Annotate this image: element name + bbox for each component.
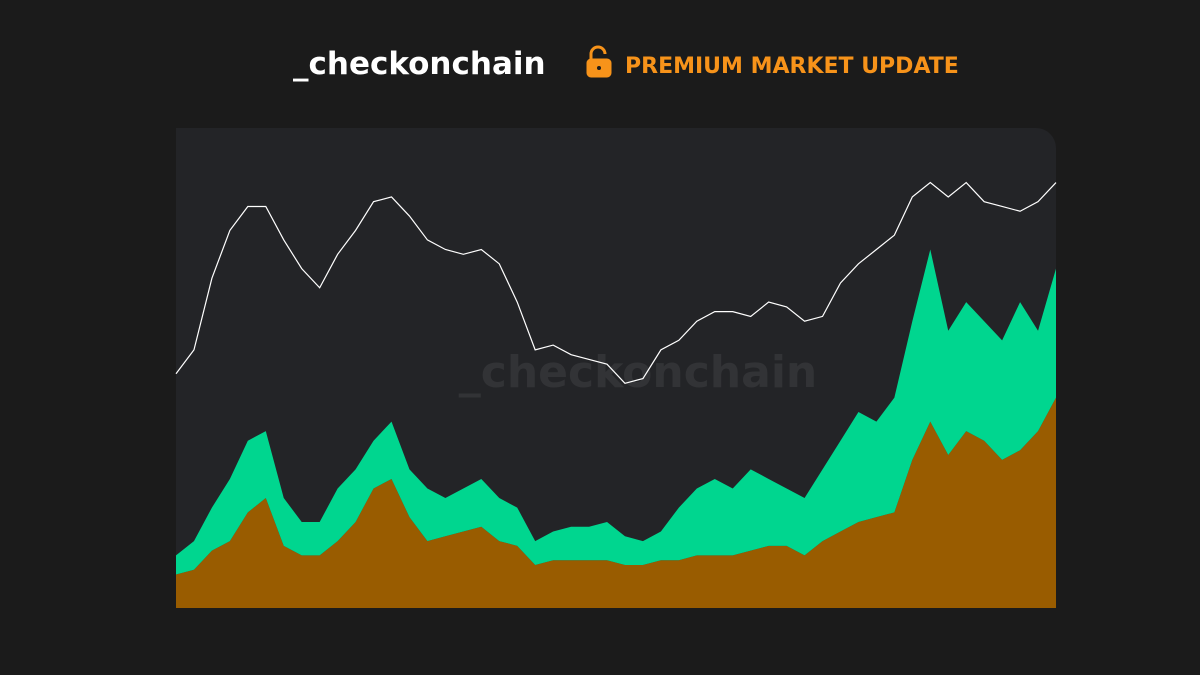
area (176, 249, 1056, 575)
line (175, 181, 1057, 385)
plot (175, 181, 1057, 608)
badge: PREMIUM MARKET UPDATE (625, 54, 959, 79)
lock-icon (586, 45, 612, 78)
area (176, 397, 1056, 608)
watermark: _checkonchain (459, 347, 817, 398)
brand: _checkonchain (293, 46, 546, 82)
